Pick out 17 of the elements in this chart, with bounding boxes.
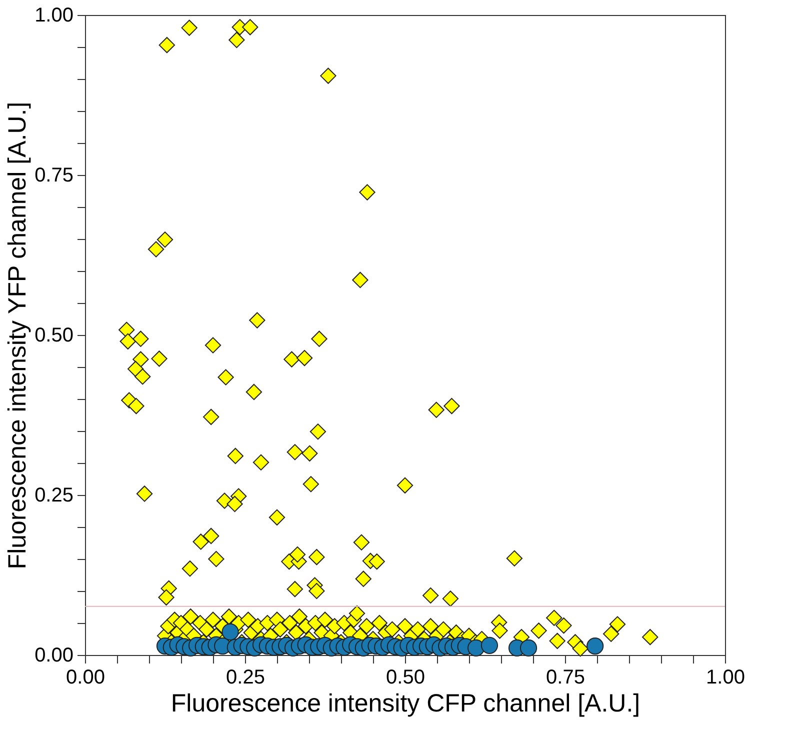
x-tick-label: 0.75 (546, 666, 585, 688)
x-tick-label: 1.00 (706, 666, 745, 688)
x-tick-label: 0.00 (66, 666, 105, 688)
y-tick-label: 1.00 (34, 4, 74, 26)
point (586, 637, 604, 655)
y-tick-label: 0.50 (34, 324, 74, 346)
point (520, 639, 538, 657)
x-tick-label: 0.25 (226, 666, 265, 688)
y-tick-label: 0.75 (34, 164, 74, 186)
y-axis-title: Fluorescence intensity YFP channel [A.U.] (4, 102, 32, 570)
x-tick-label: 0.50 (386, 666, 425, 688)
point (467, 639, 485, 657)
point (480, 636, 498, 654)
y-tick-label: 0.25 (34, 484, 74, 506)
point (222, 623, 239, 641)
x-axis-title: Fluorescence intensity CFP channel [A.U.] (170, 690, 640, 718)
y-tick-label: 0.00 (34, 644, 74, 666)
